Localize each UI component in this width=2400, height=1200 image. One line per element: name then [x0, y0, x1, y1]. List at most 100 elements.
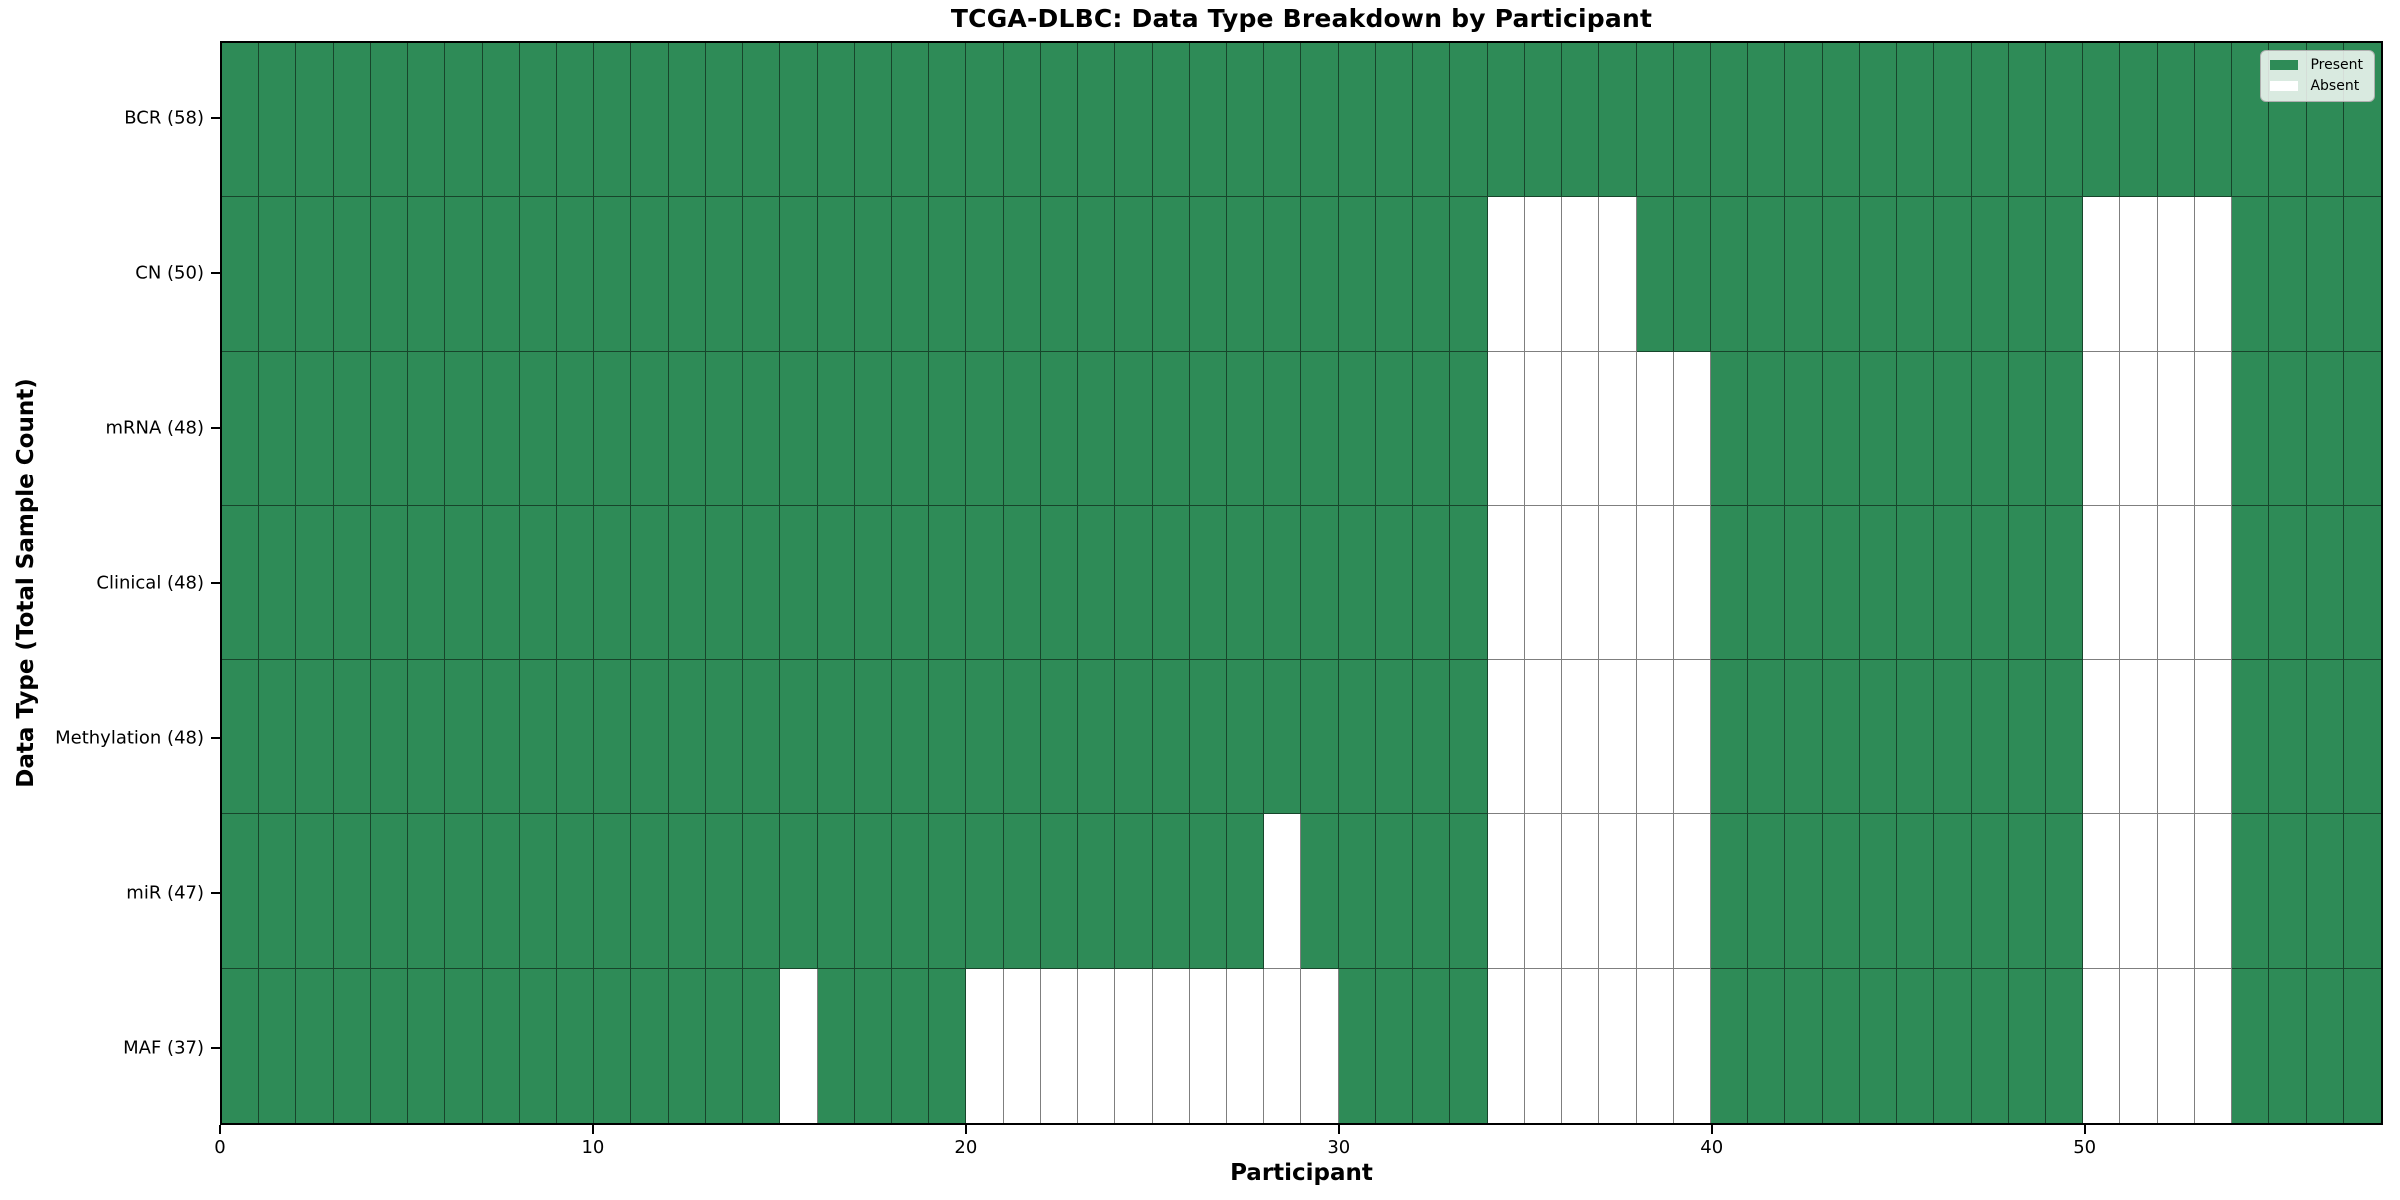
cell-miR-49 — [2045, 814, 2084, 969]
cell-CN-18 — [892, 197, 930, 352]
cell-miR-26 — [1189, 814, 1228, 969]
x-tick-mark — [2083, 1125, 2086, 1134]
cell-MAF-38 — [1636, 968, 1674, 1123]
cell-CN-10 — [594, 197, 632, 352]
cell-MAF-40 — [1710, 968, 1749, 1123]
cell-miR-12 — [668, 814, 706, 969]
cell-CN-42 — [1785, 197, 1823, 352]
cell-miR-33 — [1450, 814, 1488, 969]
cell-CN-16 — [817, 197, 855, 352]
cell-Methylation-29 — [1301, 660, 1339, 815]
cell-BCR-43 — [1822, 43, 1860, 198]
cell-CN-3 — [333, 197, 371, 352]
cell-Clinical-52 — [2157, 505, 2195, 661]
cell-mRNA-17 — [854, 351, 893, 506]
cell-MAF-43 — [1822, 968, 1860, 1123]
cell-Methylation-51 — [2120, 660, 2158, 815]
cell-Methylation-34 — [1487, 660, 1525, 815]
x-tick-mark — [1710, 1125, 1713, 1134]
cell-CN-4 — [370, 197, 409, 352]
cell-BCR-48 — [2008, 43, 2046, 198]
cell-mRNA-12 — [668, 351, 706, 506]
cell-Clinical-1 — [259, 505, 297, 661]
cell-Clinical-50 — [2083, 505, 2121, 661]
cell-Methylation-42 — [1785, 660, 1823, 815]
y-tick-mark — [211, 736, 220, 739]
cell-miR-31 — [1375, 814, 1414, 969]
cell-miR-18 — [892, 814, 930, 969]
cell-MAF-54 — [2232, 968, 2270, 1123]
cell-mRNA-35 — [1524, 351, 1563, 506]
cell-MAF-51 — [2120, 968, 2158, 1123]
cell-Methylation-38 — [1636, 660, 1674, 815]
cell-MAF-29 — [1301, 968, 1339, 1123]
cell-mRNA-2 — [296, 351, 334, 506]
cell-BCR-26 — [1189, 43, 1228, 198]
cell-MAF-31 — [1375, 968, 1414, 1123]
cell-CN-37 — [1599, 197, 1637, 352]
legend-present-label: Present — [2310, 57, 2363, 73]
cell-CN-34 — [1487, 197, 1525, 352]
cell-BCR-13 — [705, 43, 744, 198]
cell-Methylation-0 — [222, 660, 260, 815]
cell-mRNA-49 — [2045, 351, 2084, 506]
cell-Methylation-18 — [892, 660, 930, 815]
cell-BCR-5 — [408, 43, 446, 198]
cell-Clinical-26 — [1189, 505, 1228, 661]
legend-absent-swatch — [2270, 81, 2299, 91]
cell-BCR-42 — [1785, 43, 1823, 198]
cell-Clinical-13 — [705, 505, 744, 661]
x-tick-mark — [591, 1125, 594, 1134]
cell-MAF-53 — [2194, 968, 2233, 1123]
cell-CN-30 — [1338, 197, 1376, 352]
cell-CN-12 — [668, 197, 706, 352]
cell-MAF-7 — [482, 968, 520, 1123]
cell-Methylation-31 — [1375, 660, 1414, 815]
cell-BCR-30 — [1338, 43, 1376, 198]
cell-Clinical-56 — [2306, 505, 2344, 661]
cell-miR-48 — [2008, 814, 2046, 969]
cell-Methylation-20 — [966, 660, 1004, 815]
cell-BCR-35 — [1524, 43, 1563, 198]
cell-BCR-10 — [594, 43, 632, 198]
cell-BCR-51 — [2120, 43, 2158, 198]
cell-Clinical-27 — [1227, 505, 1265, 661]
y-tick-label-Clinical: Clinical (48) — [96, 572, 204, 594]
cell-mRNA-1 — [259, 351, 297, 506]
cell-CN-50 — [2083, 197, 2121, 352]
legend-absent-label: Absent — [2310, 78, 2360, 94]
cell-mRNA-25 — [1152, 351, 1190, 506]
cell-miR-45 — [1897, 814, 1935, 969]
cell-Clinical-39 — [1673, 505, 1711, 661]
cell-Clinical-55 — [2269, 505, 2307, 661]
cell-mRNA-47 — [1971, 351, 2009, 506]
cell-CN-0 — [222, 197, 260, 352]
cell-CN-53 — [2194, 197, 2233, 352]
cell-BCR-28 — [1264, 43, 1302, 198]
cell-BCR-1 — [259, 43, 297, 198]
cell-miR-47 — [1971, 814, 2009, 969]
cell-mRNA-13 — [705, 351, 744, 506]
cell-CN-6 — [445, 197, 483, 352]
cell-mRNA-27 — [1227, 351, 1265, 506]
y-tick-label-BCR: BCR (58) — [124, 107, 204, 129]
x-tick-mark — [219, 1125, 221, 1134]
legend-entry-present: Present — [2270, 58, 2363, 72]
cell-miR-25 — [1152, 814, 1190, 969]
cell-mRNA-56 — [2306, 351, 2344, 506]
cell-mRNA-14 — [743, 351, 781, 506]
cell-CN-52 — [2157, 197, 2195, 352]
cell-BCR-37 — [1599, 43, 1637, 198]
cell-CN-13 — [705, 197, 744, 352]
cell-miR-57 — [2343, 814, 2381, 969]
cell-miR-16 — [817, 814, 855, 969]
cell-Clinical-36 — [1562, 505, 1600, 661]
cell-miR-46 — [1934, 814, 1972, 969]
cell-mRNA-18 — [892, 351, 930, 506]
cell-Clinical-11 — [631, 505, 669, 661]
cell-Clinical-48 — [2008, 505, 2046, 661]
cell-BCR-27 — [1227, 43, 1265, 198]
cell-mRNA-51 — [2120, 351, 2158, 506]
cell-MAF-21 — [1003, 968, 1041, 1123]
